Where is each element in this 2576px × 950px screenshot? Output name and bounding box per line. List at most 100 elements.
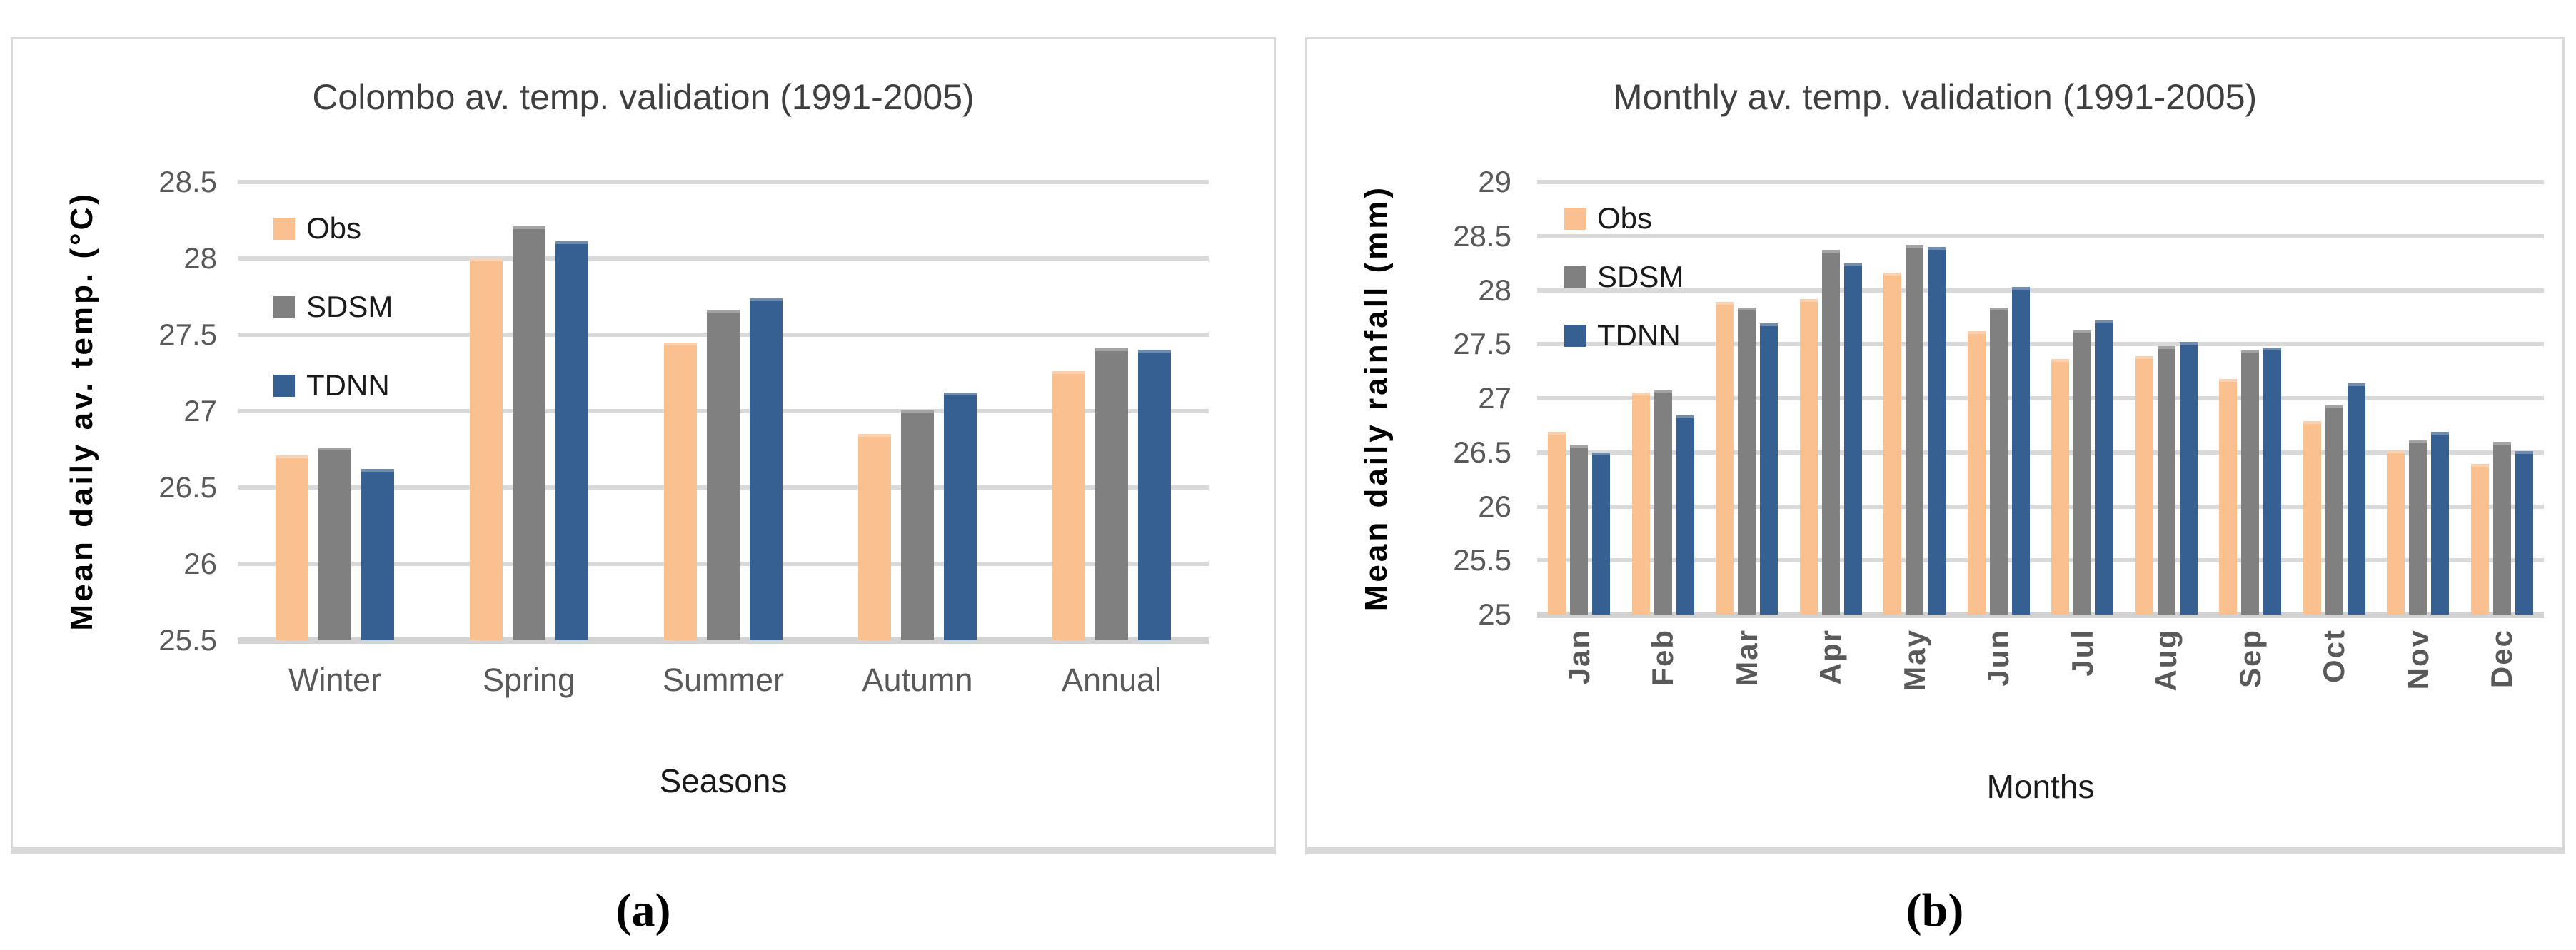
legend: Obs SDSM TDNN <box>1564 189 1684 365</box>
bar-group-nov <box>2376 182 2460 615</box>
legend-label-obs: Obs <box>1597 201 1653 235</box>
bar-obs-summer <box>664 342 697 640</box>
bar-sdsm-spring <box>513 226 545 640</box>
bar-obs-dec <box>2470 464 2489 615</box>
figure-caption-a: (a) <box>615 884 671 936</box>
bar-sdsm-dec <box>2492 441 2511 615</box>
legend-label-sdsm: SDSM <box>1597 260 1684 293</box>
x-tick-dec: Dec <box>2460 629 2545 747</box>
bar-group-winter <box>238 182 432 640</box>
gridline <box>1537 504 2544 509</box>
legend-item-sdsm: SDSM <box>1564 248 1684 306</box>
y-tick-26.5: 26.5 <box>1453 435 1511 469</box>
bar-obs-spring <box>470 258 503 640</box>
gridline <box>1537 180 2544 184</box>
bar-tdnn-aug <box>2179 342 2198 615</box>
legend-item-tdnn: TDNN <box>273 346 393 425</box>
bar-obs-sep <box>2219 378 2238 615</box>
legend-item-tdnn: TDNN <box>1564 306 1684 365</box>
gridline <box>1537 558 2544 563</box>
x-tick-label: Apr <box>1813 629 1848 685</box>
bar-sdsm-winter <box>318 448 351 640</box>
bar-tdnn-apr <box>1843 263 1862 615</box>
bar-obs-feb <box>1631 393 1650 615</box>
bar-sdsm-annual <box>1095 348 1128 640</box>
bar-group-dec <box>2460 182 2545 615</box>
gridline <box>1537 396 2544 400</box>
bar-tdnn-feb <box>1676 415 1694 615</box>
bar-obs-nov <box>2387 450 2405 615</box>
x-tick-jan: Jan <box>1537 629 1621 747</box>
bar-group-jul <box>2041 182 2125 615</box>
bar-obs-autumn <box>858 434 891 640</box>
bar-sdsm-summer <box>707 310 740 640</box>
bar-group-may <box>1873 182 1957 615</box>
gridline <box>1537 450 2544 455</box>
bar-sdsm-sep <box>2241 350 2260 615</box>
x-axis-line <box>238 637 1209 644</box>
bar-obs-jan <box>1548 431 1566 615</box>
x-tick-label: Jan <box>1561 629 1596 685</box>
x-tick-label: Summer <box>662 662 785 698</box>
x-axis-tick-labels: Jan Feb Mar Apr May Jun Jul Aug Sep Oct Nov Dec <box>1537 629 2544 747</box>
bar-groups <box>238 182 1209 640</box>
legend-label-sdsm: SDSM <box>306 290 393 323</box>
x-tick-label: Autumn <box>862 662 973 698</box>
plot-area: Obs SDSM TDNN <box>238 180 1209 644</box>
figure-caption-b: (b) <box>1906 884 1964 936</box>
bar-group-jan <box>1537 182 1621 615</box>
bar-group-oct <box>2293 182 2377 615</box>
chart-title: Colombo av. temp. validation (1991-2005) <box>312 77 975 117</box>
gridline <box>1537 342 2544 347</box>
x-tick-label: Jul <box>2065 629 2099 677</box>
y-tick-26: 26 <box>183 547 217 580</box>
x-tick-label: Spring <box>482 662 576 698</box>
chart-panel-b: Monthly av. temp. validation (1991-2005)… <box>1305 37 2565 854</box>
legend-item-obs: Obs <box>1564 189 1684 248</box>
bar-sdsm-autumn <box>901 409 934 640</box>
x-tick-jul: Jul <box>2041 629 2125 747</box>
y-tick-26: 26 <box>1478 489 1511 523</box>
y-tick-25.5: 25.5 <box>159 623 217 657</box>
bar-tdnn-autumn <box>944 393 977 640</box>
bar-tdnn-sep <box>2263 347 2282 615</box>
bar-sdsm-nov <box>2409 440 2427 615</box>
y-tick-25.5: 25.5 <box>1453 543 1511 577</box>
x-tick-label: Jun <box>1981 629 2016 687</box>
bar-obs-winter <box>276 455 308 640</box>
bar-obs-aug <box>2135 355 2153 615</box>
bar-tdnn-oct <box>2347 383 2365 615</box>
y-tick-28: 28 <box>1478 273 1511 307</box>
x-tick-label: Dec <box>2485 629 2519 689</box>
x-tick-summer: Summer <box>626 662 820 712</box>
x-tick-apr: Apr <box>1789 629 1873 747</box>
legend-label-obs: Obs <box>306 211 362 245</box>
legend-label-tdnn: TDNN <box>306 368 390 402</box>
x-tick-nov: Nov <box>2376 629 2460 747</box>
legend-swatch-obs <box>1564 207 1586 230</box>
x-tick-winter: Winter <box>238 662 432 712</box>
bar-sdsm-mar <box>1738 307 1756 615</box>
legend-label-tdnn: TDNN <box>1597 318 1681 352</box>
x-tick-may: May <box>1873 629 1957 747</box>
bar-tdnn-annual <box>1138 350 1171 640</box>
legend-swatch-sdsm <box>1564 266 1586 288</box>
bar-group-summer <box>626 182 820 640</box>
plot-area: Obs SDSM TDNN <box>1537 180 2545 618</box>
bar-tdnn-jun <box>2011 286 2030 615</box>
bar-group-spring <box>432 182 626 640</box>
bar-obs-jun <box>1967 331 1986 615</box>
bar-tdnn-nov <box>2431 431 2450 615</box>
chart-title: Monthly av. temp. validation (1991-2005) <box>1612 77 2258 117</box>
bar-group-mar <box>1705 182 1789 615</box>
bar-sdsm-may <box>1906 244 1924 615</box>
x-tick-oct: Oct <box>2293 629 2377 747</box>
bar-group-annual <box>1015 182 1209 640</box>
gridline <box>1537 288 2544 293</box>
bar-tdnn-dec <box>2515 451 2533 615</box>
bar-tdnn-jul <box>2095 320 2114 615</box>
x-tick-jun: Jun <box>1957 629 2041 747</box>
y-tick-27: 27 <box>183 394 217 428</box>
x-tick-annual: Annual <box>1015 662 1209 712</box>
bar-sdsm-oct <box>2325 405 2343 615</box>
